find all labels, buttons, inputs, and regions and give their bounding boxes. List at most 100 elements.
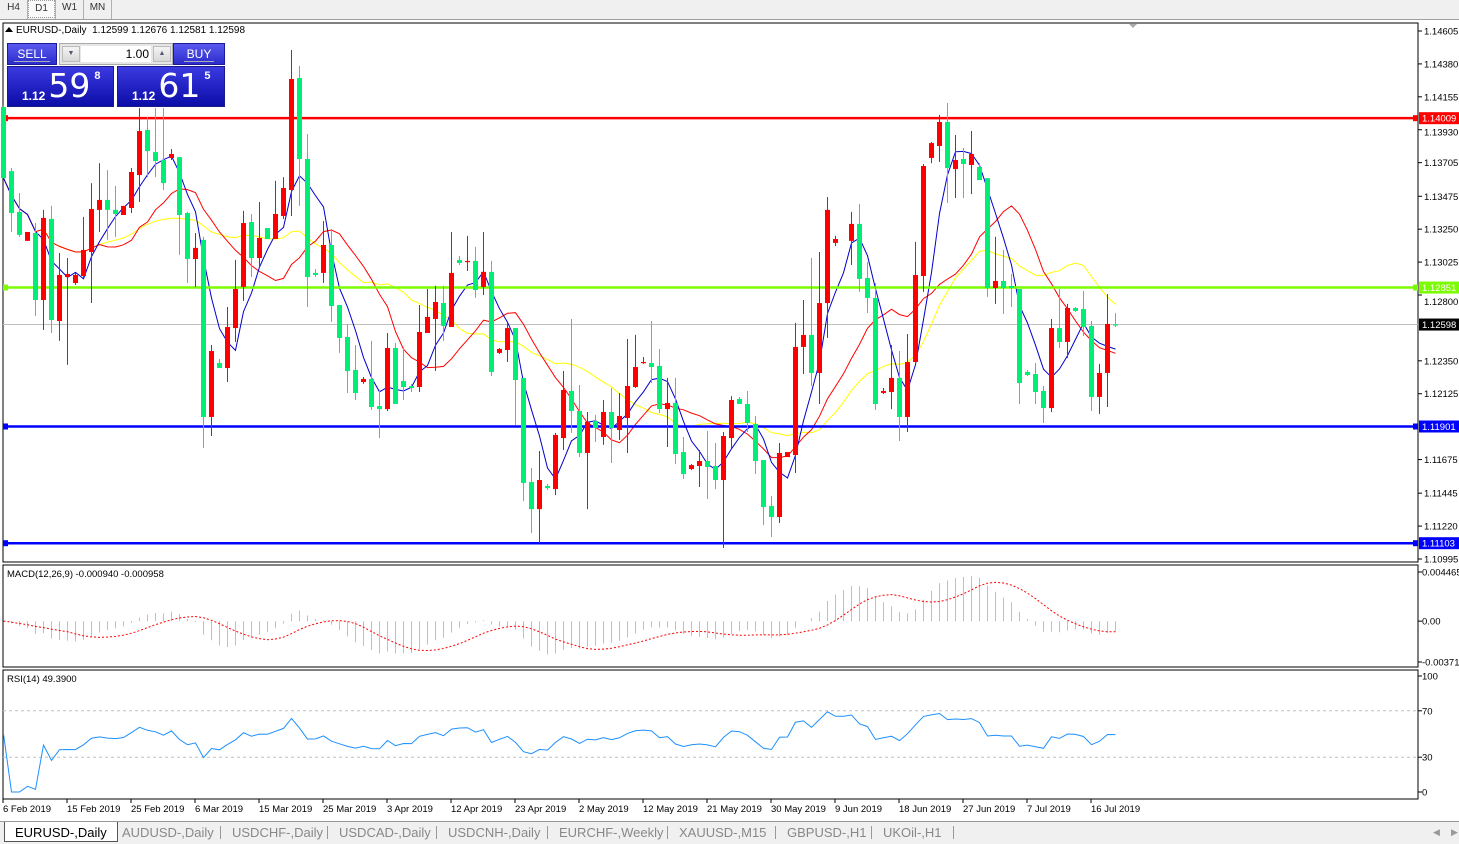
timeframe-w1[interactable]: W1 [62, 2, 77, 13]
candle-body [305, 158, 310, 278]
tab-eurusd-daily[interactable]: EURUSD-,Daily [4, 822, 118, 842]
line-anchor-handle[interactable] [1413, 284, 1418, 291]
candle-body [513, 328, 518, 380]
candle-body [769, 506, 774, 518]
buy-price-big: 61 [158, 66, 201, 105]
buy-label: BUY [183, 47, 215, 62]
collapse-triangle-icon[interactable] [5, 27, 13, 32]
candle-body [953, 160, 958, 170]
candle-body [1041, 390, 1046, 409]
tab-audusd-daily[interactable]: AUDUSD-,Daily [122, 825, 214, 840]
y-tick-label: 1.11675 [1424, 455, 1458, 466]
candle-body [49, 218, 54, 321]
candle-body [161, 160, 166, 184]
candle-body [321, 244, 326, 273]
candle-body [153, 152, 158, 162]
divider [547, 826, 548, 839]
sell-button[interactable]: SELL [7, 43, 57, 65]
candle-body [281, 187, 286, 217]
candle-body [401, 381, 406, 387]
y-tick-label: 1.11220 [1424, 522, 1458, 533]
sell-price-box[interactable]: 1.12 59 8 [7, 66, 114, 107]
line-anchor-handle[interactable] [3, 540, 8, 547]
candle-body [849, 223, 854, 241]
y-tick-label: 1.13475 [1424, 192, 1458, 203]
candle-body [697, 461, 702, 466]
candle-body [601, 412, 606, 438]
tab-gbpusd-h1[interactable]: GBPUSD-,H1 [787, 825, 867, 840]
candle-body [993, 280, 998, 288]
x-tick-label: 6 Mar 2019 [195, 804, 243, 815]
candle-body [865, 278, 870, 298]
current-price-label-bg [1419, 318, 1459, 331]
increase-lot-icon[interactable]: ▲ [153, 46, 171, 62]
candle-body [625, 385, 630, 419]
timeframe-h4[interactable]: H4 [7, 2, 20, 13]
buy-price-box[interactable]: 1.12 61 5 [117, 66, 225, 107]
candle-body [313, 272, 318, 275]
tab-eurchf-weekly[interactable]: EURCHF-,Weekly [559, 825, 664, 840]
timeframe-toolbar: H4 D1 W1 MN [0, 0, 1459, 20]
timeframe-d1[interactable]: D1 [28, 0, 55, 18]
candle-body [129, 171, 134, 208]
candle-body [73, 274, 78, 284]
tab-xauusd-m15[interactable]: XAUUSD-,M15 [679, 825, 767, 840]
candle-body [361, 378, 366, 383]
tab-usdcnh-daily[interactable]: USDCNH-,Daily [448, 825, 541, 840]
candle-body [929, 143, 934, 158]
line-anchor-handle[interactable] [3, 423, 8, 430]
decrease-lot-icon[interactable]: ▼ [62, 46, 80, 62]
divider [327, 826, 328, 839]
x-tick-label: 3 Apr 2019 [387, 804, 433, 815]
y-tick-label: 1.13025 [1424, 258, 1458, 269]
divider [220, 826, 221, 839]
chart-header: EURUSD-,Daily 1.12599 1.12676 1.12581 1.… [5, 25, 245, 36]
rsi-panel-frame [2, 669, 1419, 800]
candle-body [473, 260, 478, 291]
candle-body [529, 482, 534, 510]
line-anchor-handle[interactable] [1413, 423, 1418, 430]
candle-body [457, 259, 462, 263]
candle-body [289, 78, 294, 190]
candle-body [385, 347, 390, 410]
one-click-trading-panel: SELL ▼ 1.00 ▲ BUY 1.12 59 8 1.12 61 5 [5, 42, 225, 107]
x-tick-label: 9 Jun 2019 [835, 804, 882, 815]
tab-usdchf-daily[interactable]: USDCHF-,Daily [232, 825, 323, 840]
candle-body [1017, 289, 1022, 384]
line-price-label-bg [1419, 537, 1459, 550]
y-tick-label: 1.10995 [1424, 555, 1458, 566]
candle-body [209, 351, 214, 417]
y-tick-label: 1.12350 [1424, 356, 1458, 367]
candle-body [105, 199, 110, 210]
scroll-left-icon[interactable]: ◀ [1433, 827, 1440, 837]
candle-body [9, 171, 14, 213]
scroll-right-icon[interactable]: ▶ [1451, 827, 1458, 837]
timeframe-mn[interactable]: MN [89, 2, 106, 13]
divider [775, 826, 776, 839]
x-tick-label: 23 Apr 2019 [515, 804, 566, 815]
lot-size-stepper[interactable]: ▼ 1.00 ▲ [59, 43, 173, 65]
x-tick-label: 21 May 2019 [707, 804, 762, 815]
lot-size-input[interactable]: 1.00 [81, 46, 151, 62]
candle-body [185, 212, 190, 260]
line-price-label-bg [1419, 112, 1459, 125]
chart-shift-marker-icon[interactable] [1129, 24, 1137, 28]
candle-body [665, 402, 670, 410]
candle-body [265, 228, 270, 239]
line-anchor-handle[interactable] [3, 284, 8, 291]
buy-button[interactable]: BUY [173, 43, 225, 65]
candle-body [465, 260, 470, 263]
x-tick-label: 15 Mar 2019 [259, 804, 312, 815]
line-anchor-handle[interactable] [1413, 540, 1418, 547]
tab-ukoil-h1[interactable]: UKOil-,H1 [883, 825, 942, 840]
x-tick-label: 2 May 2019 [579, 804, 629, 815]
rsi-label: RSI(14) 49.3900 [7, 674, 77, 685]
candle-body [345, 336, 350, 372]
line-anchor-handle[interactable] [1413, 115, 1418, 122]
candle-body [689, 465, 694, 470]
candle-body [729, 400, 734, 439]
rsi-line [3, 711, 1116, 793]
tab-usdcad-daily[interactable]: USDCAD-,Daily [339, 825, 431, 840]
candle-body [985, 178, 990, 288]
